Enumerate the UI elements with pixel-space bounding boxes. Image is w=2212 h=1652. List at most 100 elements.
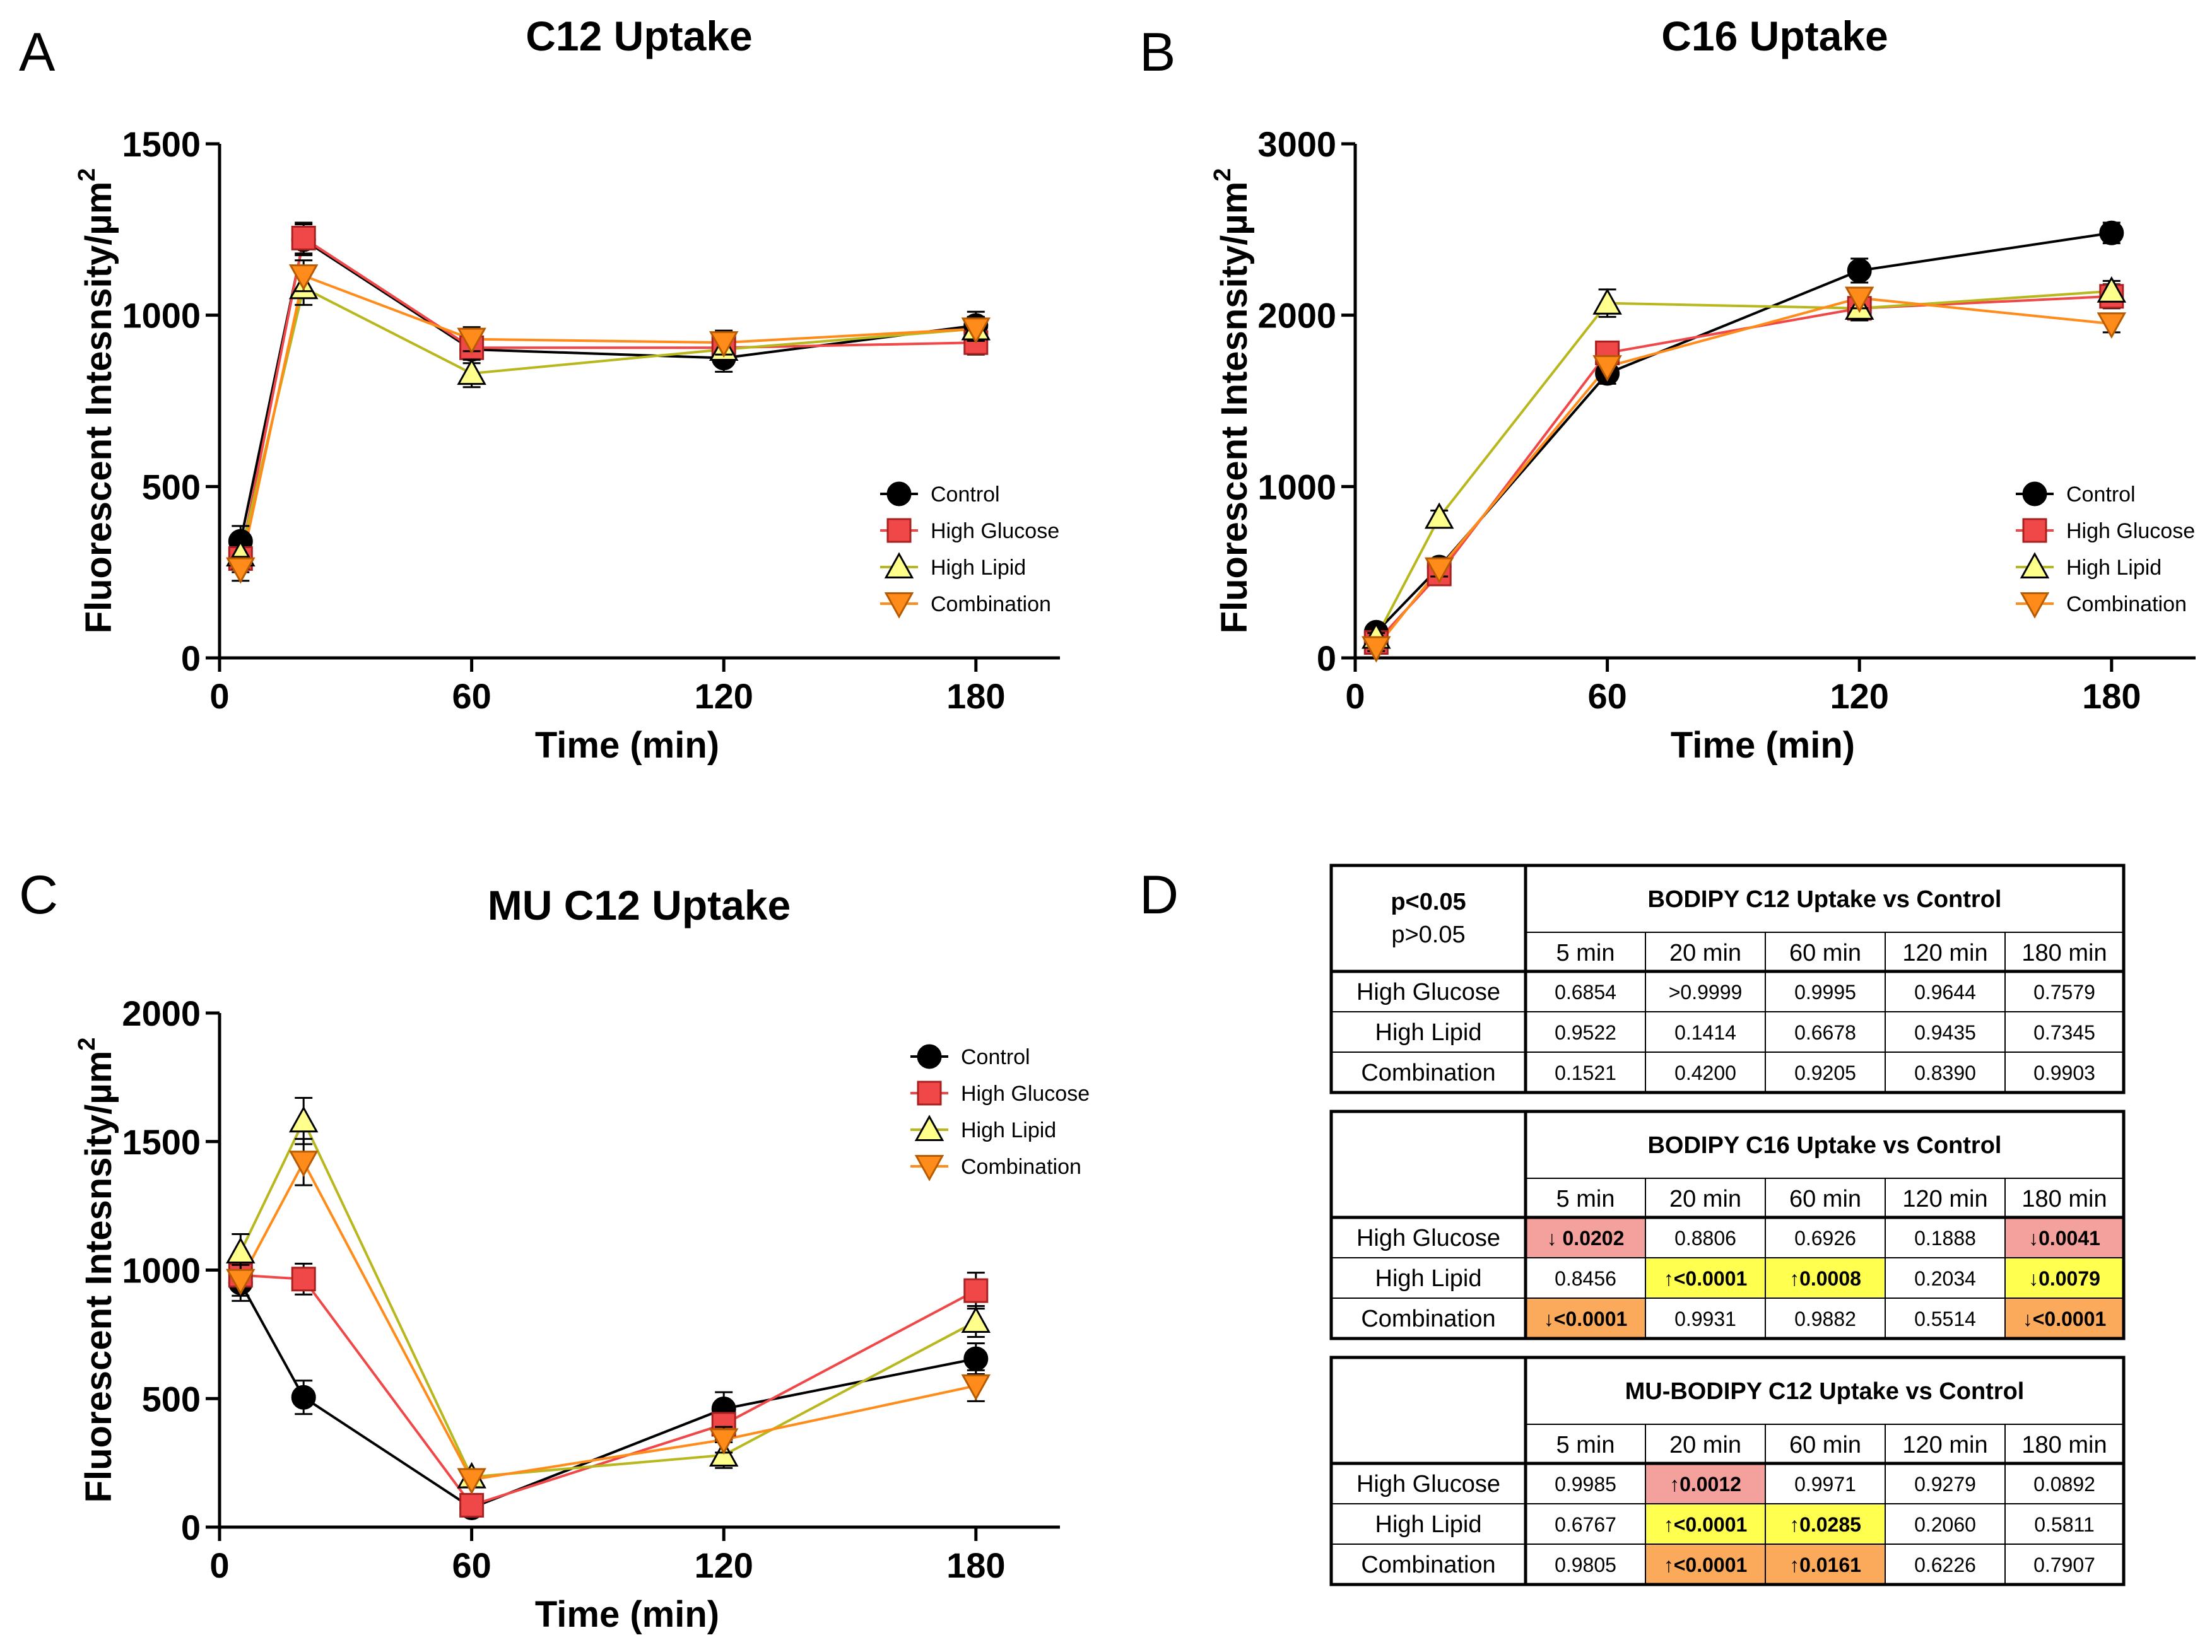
table-column-header: 60 min [1789,940,1861,966]
table-cell-value: 0.2060 [1914,1513,1976,1536]
table-cell-value: 0.2034 [1914,1267,1976,1290]
x-tick-label: 180 [946,676,1005,716]
x-axis-label: Time (min) [535,725,719,766]
legend-label-control: Control [961,1045,1030,1069]
p-value-table: BODIPY C12 Uptake vs Control 5 min 20 min 6… [1329,864,2126,1586]
table-column-header: 20 min [1669,1186,1741,1212]
table-row-label: Combination [1361,1060,1495,1086]
x-tick-label: 120 [694,676,753,716]
x-tick-label: 120 [694,1545,753,1585]
table-column-header: 20 min [1669,940,1741,966]
data-point-combination [288,264,319,291]
y-tick-label: 1500 [122,124,201,164]
y-tick-label: 1000 [1257,467,1336,507]
data-point-combination [709,1428,739,1455]
table-block-title: MU-BODIPY C12 Uptake vs Control [1625,1378,2025,1405]
data-point-combination [1844,286,1874,313]
table-cell-value: 0.6926 [1794,1227,1856,1250]
chart-c16-uptake: C16 Uptake 0 1000 2000 3000 0 60 120 180 Time (mi… [1209,13,2196,766]
legend-label-high-lipid: High Lipid [961,1118,1056,1142]
table-row-label: High Glucose [1356,1225,1500,1251]
table-row-label: High Glucose [1356,1471,1500,1497]
table-cell-value: 0.9279 [1914,1473,1976,1496]
table-block-title: BODIPY C16 Uptake vs Control [1647,1132,2001,1159]
data-point-high-glucose [291,1267,316,1292]
table-block-border [1329,1110,2126,1340]
x-axis-label: Time (min) [1671,725,1855,766]
y-axis-label-text: Fluorescent Intesnsity/µm [78,1051,119,1503]
highlight-cell [1645,1544,1765,1585]
significance-legend-sig: p<0.05 [1391,889,1466,915]
x-tick-label: 0 [209,1545,229,1585]
table-block-border [1329,1356,2126,1586]
data-point-high-lipid [226,1237,256,1264]
table-row-label: High Lipid [1375,1511,1482,1538]
highlight-cell [1765,1258,1885,1298]
data-point-combination [457,327,486,354]
table-cell-value: ↓ 0.0202 [1547,1227,1625,1250]
data-point-combination [961,1374,991,1401]
legend-label-combination: Combination [2066,592,2187,616]
legend-marker-high-glucose [886,518,912,543]
table-cell-value: 0.8390 [1914,1062,1976,1084]
chart-c12-uptake: C12 Uptake 0 500 1000 1500 0 60 120 180 Time (min… [74,13,1060,766]
table-row-label: Combination [1361,1306,1495,1332]
series-line-control [239,237,977,542]
data-point-combination [709,331,739,358]
table-cell-value: 0.9971 [1794,1473,1856,1496]
table-block-border [1329,864,2126,1094]
y-tick-label: 3000 [1257,124,1336,164]
table-cell-value: 0.9644 [1914,981,1976,1004]
legend-label-control: Control [931,483,1000,507]
x-tick-label: 180 [2082,676,2141,716]
y-tick-label: 2000 [1257,296,1336,336]
chart-title: C16 Uptake [1661,13,1888,59]
table-cell-value: ↑0.0285 [1789,1513,1861,1536]
series-line-combination [239,1159,977,1481]
table-column-header: 5 min [1556,1432,1615,1458]
table-cell-value: 0.7907 [2033,1554,2095,1576]
highlight-cell [1526,1298,1645,1339]
panel-letter-c: C [19,865,58,925]
table-cell-value: 0.9205 [1794,1062,1856,1084]
series-line-combination [1375,296,2112,648]
y-tick-label: 1000 [122,1251,201,1291]
data-point-control [2099,220,2124,245]
highlight-cell [2005,1258,2124,1298]
data-point-high-lipid [1592,288,1622,315]
legend-label-high-lipid: High Lipid [2066,556,2162,580]
table-cell-value: 0.8806 [1674,1227,1736,1250]
data-point-combination [226,557,256,584]
x-tick-label: 0 [1345,676,1365,716]
highlight-cell [2005,1217,2124,1258]
y-tick-label: 0 [181,638,201,678]
x-tick-label: 0 [209,676,229,716]
x-tick-label: 60 [1587,676,1627,716]
y-axis-label: Fluorescent Intesnsity/µm2 [1209,168,1255,634]
table-cell-value: 0.4200 [1674,1062,1736,1084]
table-cell-value: ↓<0.0001 [1544,1308,1628,1330]
table-column-header: 5 min [1556,940,1615,966]
legend-label-combination: Combination [961,1155,1081,1179]
table-cell-value: >0.9999 [1669,981,1743,1004]
data-point-combination [226,1268,256,1296]
highlight-cell [1645,1463,1765,1504]
data-point-high-lipid [2097,276,2127,303]
table-cell-value: 0.6226 [1914,1554,1976,1576]
legend-label-control: Control [2066,483,2136,507]
panel-letter-b: B [1139,22,1175,83]
legend-label-high-glucose: High Glucose [961,1082,1090,1106]
table-column-header: 180 min [2021,940,2107,966]
legend-marker-high-lipid [914,1115,944,1142]
table-cell-value: 0.6767 [1555,1513,1616,1536]
y-tick-label: 500 [142,467,201,507]
data-point-high-lipid [961,1306,991,1333]
data-point-high-glucose [459,1492,485,1518]
chart-title: C12 Uptake [526,13,753,59]
data-point-high-lipid [1424,502,1454,529]
table-cell-value: ↑<0.0001 [1664,1554,1748,1576]
table-cell-value: 0.8456 [1555,1267,1616,1290]
series-line-high-lipid [239,286,976,556]
highlight-cell [1645,1258,1765,1298]
